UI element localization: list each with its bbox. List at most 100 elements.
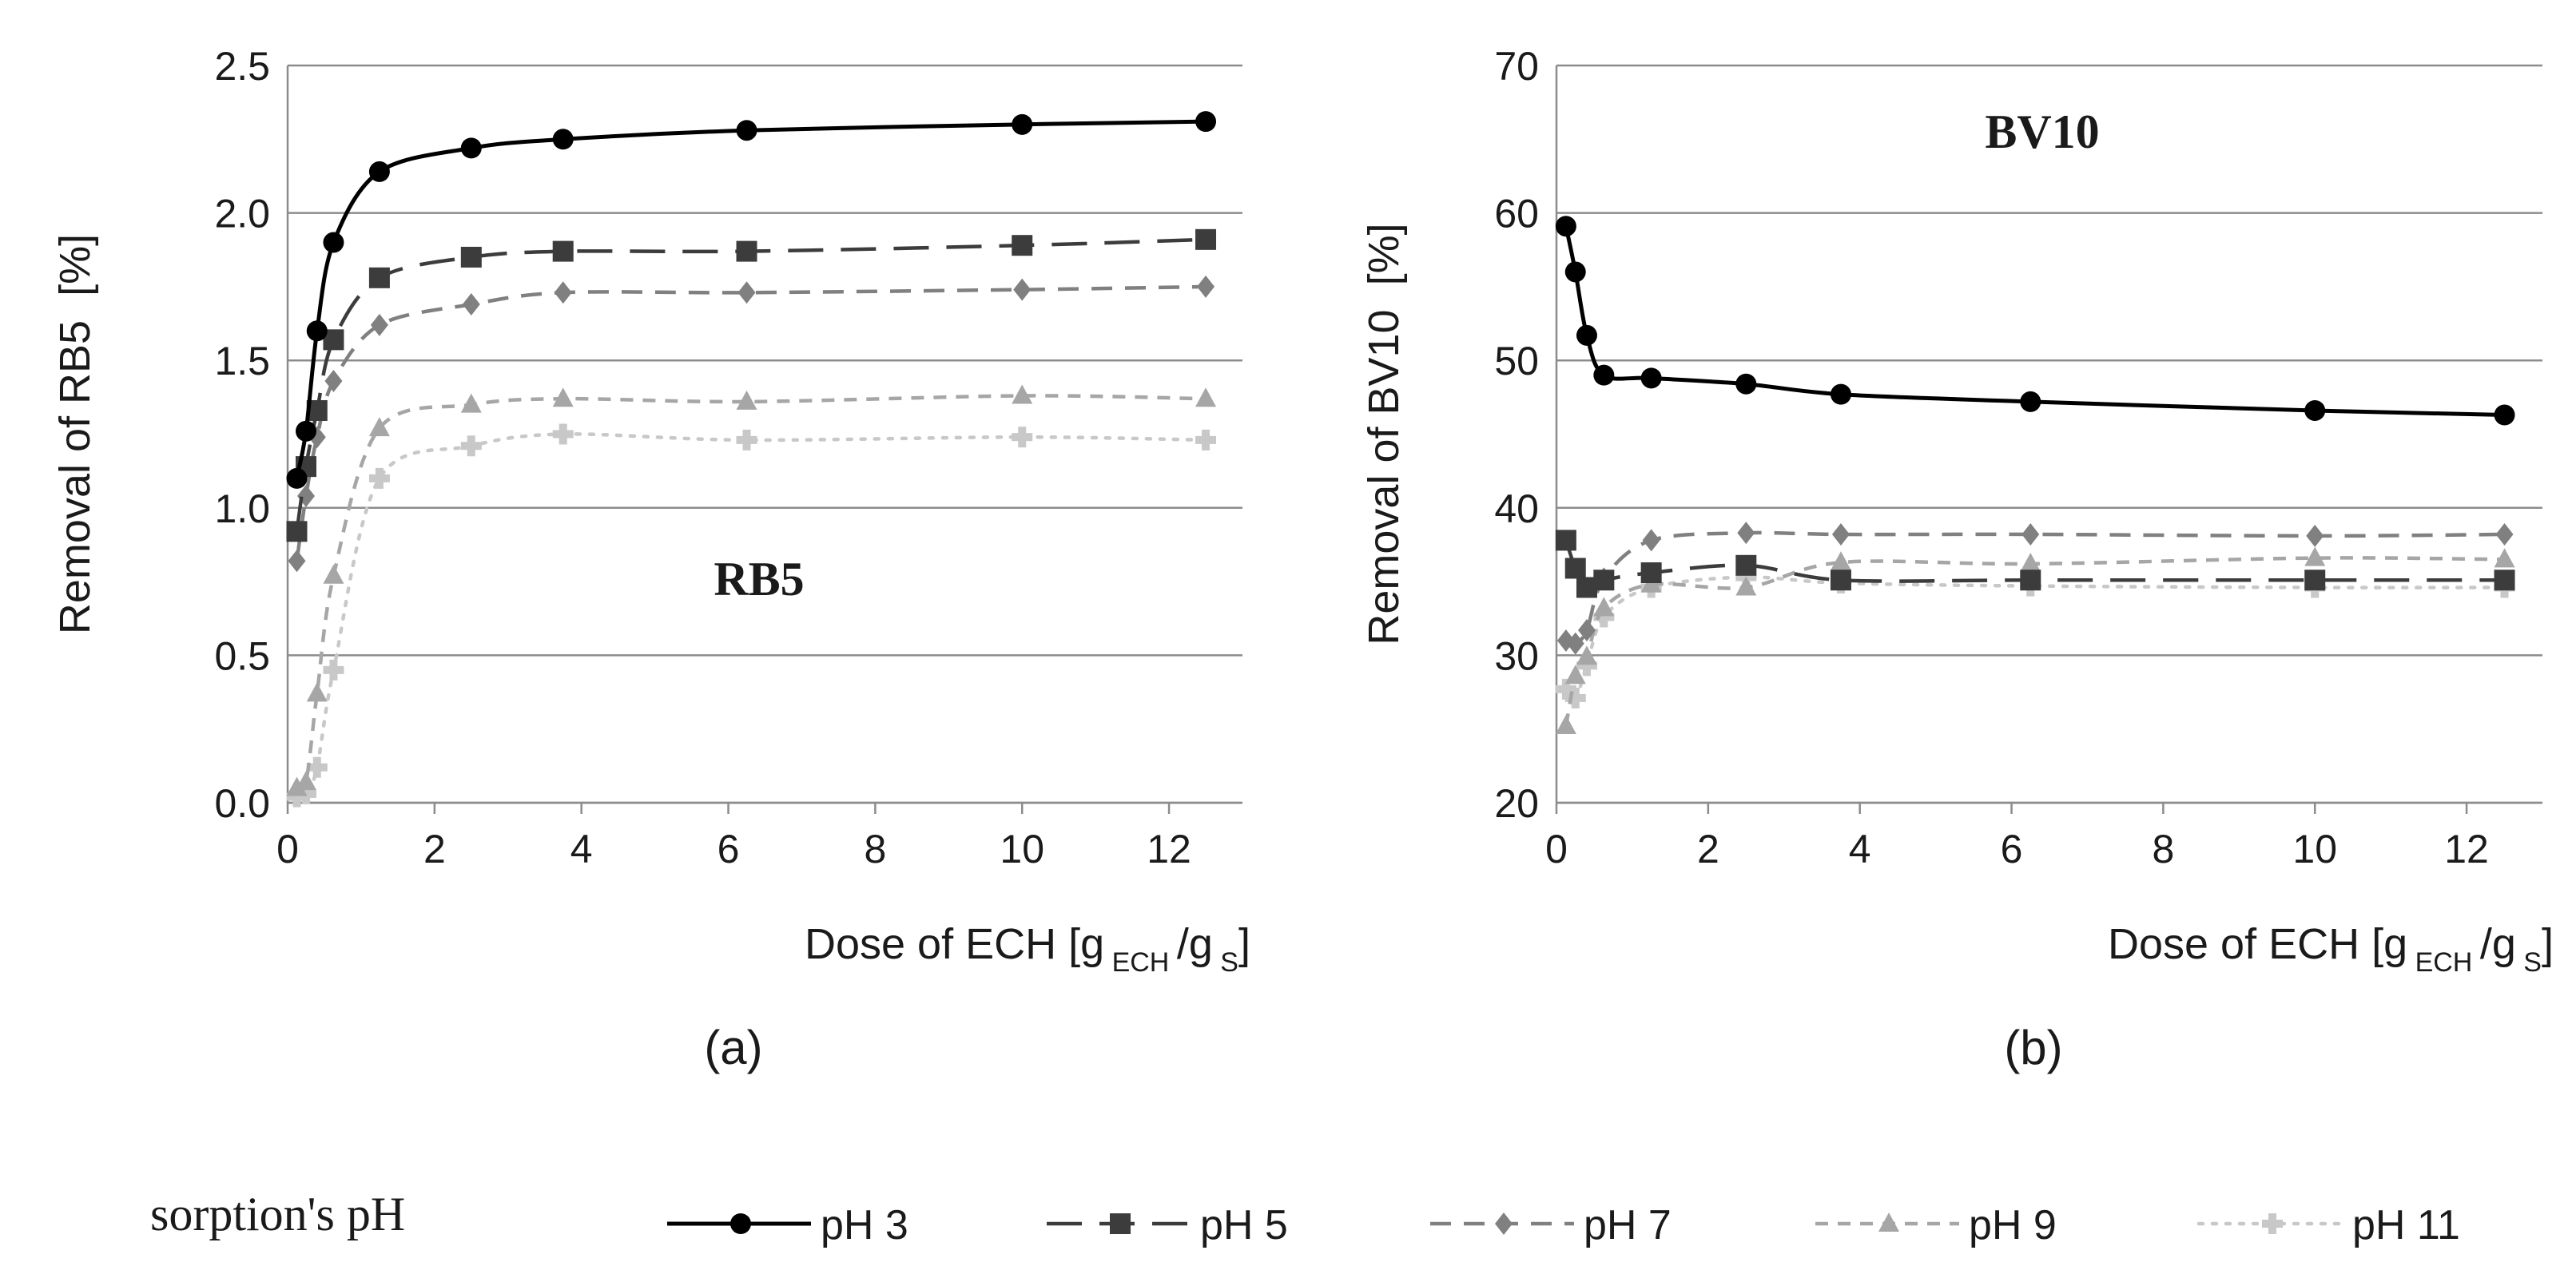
chart-a-xtick-label: 2	[423, 827, 446, 871]
chart-a-ph-9-point	[323, 564, 344, 584]
chart-a-ph-3-point	[286, 467, 308, 489]
chart-b-ph-3-point	[2494, 404, 2515, 426]
chart-b-xtick-label: 10	[2292, 827, 2337, 871]
chart-b-ph-5-point	[1735, 554, 1757, 576]
chart-a-ph-9-point	[368, 417, 390, 437]
chart-a-ph-11-point	[1012, 427, 1033, 448]
chart-b-ph-3-point	[2020, 391, 2041, 412]
chart-b: 20 30 40 50 60 70 0 2 4 6 8 10 12 Removal of BV10 [%]…	[1360, 44, 2554, 1074]
legend-item-ph-7: pH 7	[1430, 1202, 1672, 1248]
chart-a-ph-11-point	[736, 429, 757, 450]
chart-a-ph-3-point	[1012, 113, 1033, 135]
chart-b-series-ph-7-line	[1564, 530, 2505, 646]
legend-ph-7-marker	[1495, 1213, 1513, 1235]
chart-b-ph-7-point	[2495, 523, 2514, 546]
chart-a-ph-11-point-v	[375, 467, 384, 489]
chart-b-xlabel-part: Dose of ECH [g	[2108, 920, 2407, 968]
chart-b-ytick-label: 60	[1494, 192, 1539, 236]
chart-a-ph-7-point	[370, 313, 388, 336]
chart-a-ph-11-point-v	[742, 429, 751, 450]
chart-a-ytick-label: 2.5	[214, 44, 270, 89]
chart-b-ph-3-point	[1830, 383, 1851, 405]
chart-a-ph-3-point	[460, 137, 482, 159]
chart-b-ph-7-point	[1642, 529, 1660, 552]
chart-a-ph-9-point	[460, 393, 482, 413]
legend-ph-9-label: pH 9	[1969, 1202, 2057, 1248]
chart-b-ph-11-point	[1593, 606, 1615, 628]
chart-a-ylabel: Removal of RB5 [%]	[51, 234, 99, 634]
chart-a-xlabel-part: Dose of ECH [g	[805, 920, 1104, 968]
chart-a-ph-3-point	[306, 320, 328, 342]
legend-ph-11-marker	[2262, 1213, 2283, 1234]
chart-a-series-ph-3	[286, 111, 1217, 489]
chart-a-ytick-label: 1.0	[214, 486, 270, 531]
chart-a-xlabel-subscript: ECH	[1104, 947, 1177, 978]
chart-a-ph-5-point	[1195, 228, 1217, 250]
chart-a-ph-3-point	[295, 420, 316, 442]
chart-a-xtick-label: 8	[864, 827, 886, 871]
legend: sorption's pH pH 3 pH 5 pH 7 pH 9 pH 11	[150, 1188, 2460, 1248]
chart-a-ph-11-point	[552, 423, 574, 445]
legend-title: sorption's pH	[150, 1188, 405, 1240]
chart-b-xtick-label: 8	[2152, 827, 2174, 871]
chart-b-panel-label: (b)	[2004, 1021, 2062, 1074]
chart-a-ytick-label: 0.5	[214, 633, 270, 678]
chart-a-ph-5-point	[1012, 235, 1033, 256]
legend-item-ph-9: pH 9	[1815, 1202, 2057, 1248]
chart-a-ytick-label: 1.5	[214, 339, 270, 383]
chart-b-ph-9-point	[1555, 715, 1576, 735]
legend-ph-5-marker	[1110, 1213, 1131, 1234]
chart-a-ph-9-point	[736, 390, 757, 410]
chart-a-ph-11-point	[306, 756, 328, 778]
chart-b-ytick-label: 50	[1494, 339, 1539, 383]
chart-b-series-ph-9	[1555, 546, 2515, 735]
chart-a-xtick-label: 0	[276, 827, 299, 871]
chart-b-ph-5-point	[1830, 570, 1851, 591]
chart-a-ph-7-point	[554, 281, 572, 304]
chart-b-ph-3-point	[1735, 373, 1757, 395]
chart-a-ph-9-point	[286, 776, 308, 796]
chart-b-ph-11-point-v	[1600, 606, 1608, 628]
chart-b-ph-5-point	[1640, 562, 1662, 584]
chart-b-ph-3-point	[1640, 367, 1662, 389]
chart-a-ph-11-point	[460, 435, 482, 457]
chart-a-ph-7-point	[324, 370, 343, 393]
chart-a-ph-11-point	[1195, 429, 1217, 450]
chart-b-ph-3-point	[1564, 261, 1586, 283]
chart-a-ph-11-point-v	[1202, 429, 1210, 450]
chart-a-series-ph-9	[286, 384, 1217, 796]
legend-item-ph-11: pH 11	[2196, 1202, 2460, 1248]
chart-a-ph-7-point	[1013, 278, 1032, 301]
chart-a-ph-9-point	[1012, 384, 1033, 404]
chart-b-ph-3-point	[2304, 399, 2326, 421]
legend-ph-3-label: pH 3	[821, 1202, 908, 1248]
chart-a-annotation: RB5	[714, 553, 804, 605]
chart-b-ph-9-point	[1735, 576, 1757, 596]
chart-b-series-ph-5-line	[1564, 539, 2505, 590]
chart-a-series-ph-11	[286, 423, 1217, 808]
chart-a-series-ph-5-line	[295, 237, 1207, 532]
chart-b-series-ph-5	[1555, 530, 2515, 598]
chart-a-ytick-label: 2.0	[214, 192, 270, 236]
chart-b-ph-7-point	[2306, 524, 2324, 547]
chart-b-xlabel-subscript: ECH	[2407, 947, 2480, 978]
chart-a-series-ph-11-line	[295, 432, 1208, 799]
chart-b-series-ph-7	[1556, 522, 2514, 655]
chart-b-ph-5-point	[2304, 570, 2326, 591]
chart-a-ph-3-point	[1195, 111, 1217, 133]
chart-a-ph-3-point	[368, 161, 390, 182]
legend-item-ph-3: pH 3	[667, 1202, 908, 1248]
legend-item-ph-5: pH 5	[1047, 1202, 1288, 1248]
legend-ph-11-label: pH 11	[2352, 1202, 2460, 1248]
chart-b-series-ph-3-line	[1564, 225, 2505, 417]
chart-b-xtick-label: 4	[1849, 827, 1871, 871]
chart-b-ph-3-point	[1555, 216, 1576, 237]
chart-a: 0.0 0.5 1.0 1.5 2.0 2.5 0 2 4 6 8 10 12 Removal of RB…	[51, 44, 1250, 1074]
legend-ph-9-marker	[1878, 1213, 1899, 1232]
chart-b-ph-7-point	[1566, 632, 1584, 655]
chart-a-xlabel-subscript: S	[1213, 947, 1238, 978]
chart-b-ytick-label: 40	[1494, 486, 1539, 531]
chart-b-ph-3-point	[1593, 364, 1615, 386]
chart-a-xlabel-part: ]	[1238, 920, 1250, 968]
